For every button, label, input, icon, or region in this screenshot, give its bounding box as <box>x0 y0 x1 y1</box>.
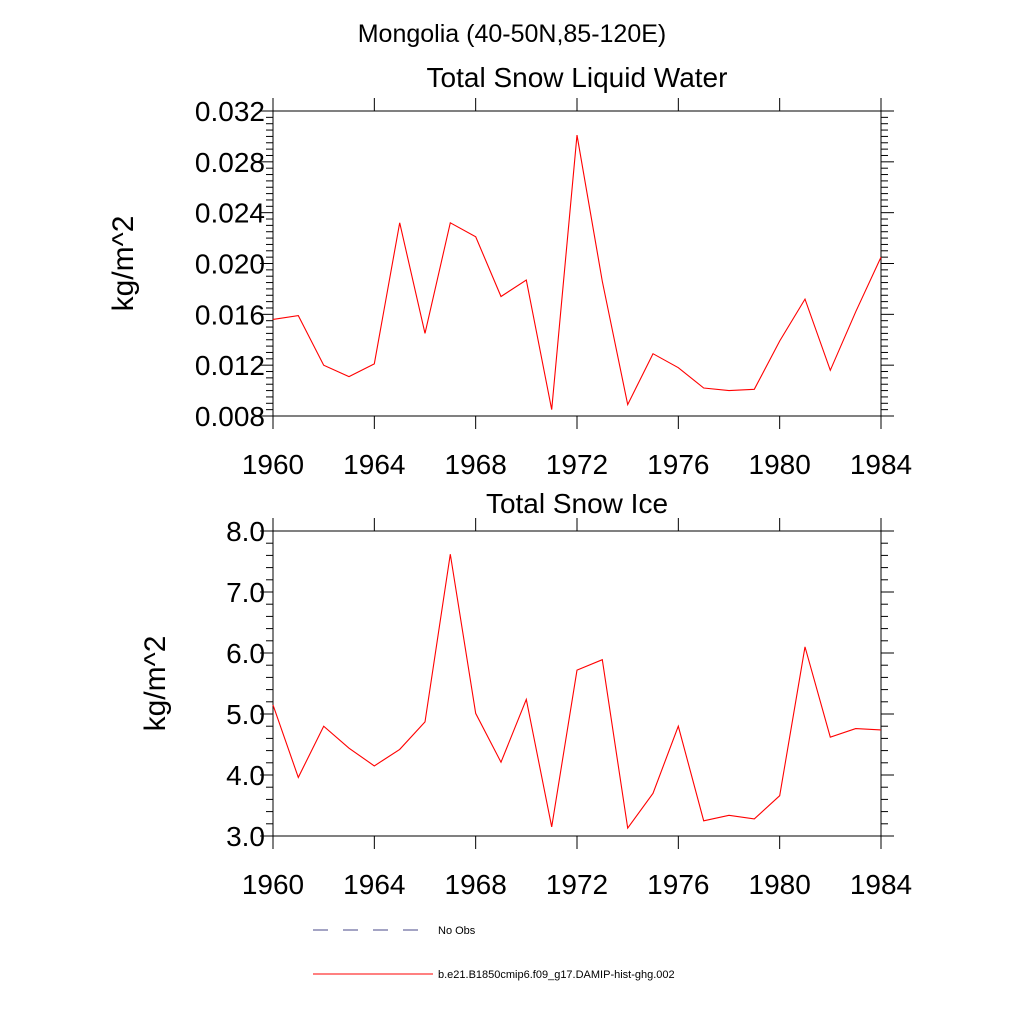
chart-panel-snow-ice: Total Snow Ice 1960 1964 1968 1972 1976 1980 19… <box>139 488 912 900</box>
x-tick-label: 1968 <box>445 449 507 480</box>
legend: No Obs b.e21.B1850cmip6.f09_g17.DAMIP-his… <box>313 925 675 981</box>
x-tick-label: 1968 <box>445 869 507 900</box>
legend-label: No Obs <box>438 925 476 937</box>
plot-frame <box>272 530 882 837</box>
chart-panel-snow-liquid-water: Total Snow Liquid Water 1960 1964 1968 1972 1… <box>107 62 912 480</box>
y-tick-label: 0.016 <box>195 299 265 330</box>
y-tick-label: 0.012 <box>195 350 265 381</box>
y-tick-label: 0.032 <box>195 96 265 127</box>
x-tick-label: 1960 <box>242 449 304 480</box>
y-tick-label: 5.0 <box>226 699 265 730</box>
y-axis-label: kg/m^2 <box>139 636 172 732</box>
y-tick-label: 0.024 <box>195 198 265 229</box>
series-line <box>272 135 882 410</box>
page-title: Mongolia (40-50N,85-120E) <box>358 20 667 48</box>
y-tick-label: 3.0 <box>226 821 265 852</box>
x-tick-label: 1960 <box>242 869 304 900</box>
y-tick-label: 6.0 <box>226 638 265 669</box>
x-tick-label: 1976 <box>647 869 709 900</box>
x-tick-label: 1976 <box>647 449 709 480</box>
y-tick-label: 0.028 <box>195 147 265 178</box>
x-tick-label: 1964 <box>343 449 405 480</box>
plot-frame <box>272 110 882 417</box>
y-tick-label: 4.0 <box>226 760 265 791</box>
panel-title: Total Snow Liquid Water <box>427 62 728 93</box>
x-tick-label: 1972 <box>546 869 608 900</box>
y-tick-label: 7.0 <box>226 577 265 608</box>
y-tick-label: 8.0 <box>226 516 265 547</box>
x-tick-label: 1984 <box>850 449 912 480</box>
series-line <box>272 554 882 830</box>
x-tick-label: 1972 <box>546 449 608 480</box>
y-tick-label: 0.020 <box>195 249 265 280</box>
y-axis-label: kg/m^2 <box>107 216 140 312</box>
x-tick-label: 1980 <box>749 869 811 900</box>
x-tick-label: 1984 <box>850 869 912 900</box>
legend-label: b.e21.B1850cmip6.f09_g17.DAMIP-hist-ghg.… <box>438 969 675 981</box>
x-tick-label: 1964 <box>343 869 405 900</box>
panel-title: Total Snow Ice <box>486 488 668 519</box>
x-tick-label: 1980 <box>749 449 811 480</box>
y-tick-label: 0.008 <box>195 401 265 432</box>
